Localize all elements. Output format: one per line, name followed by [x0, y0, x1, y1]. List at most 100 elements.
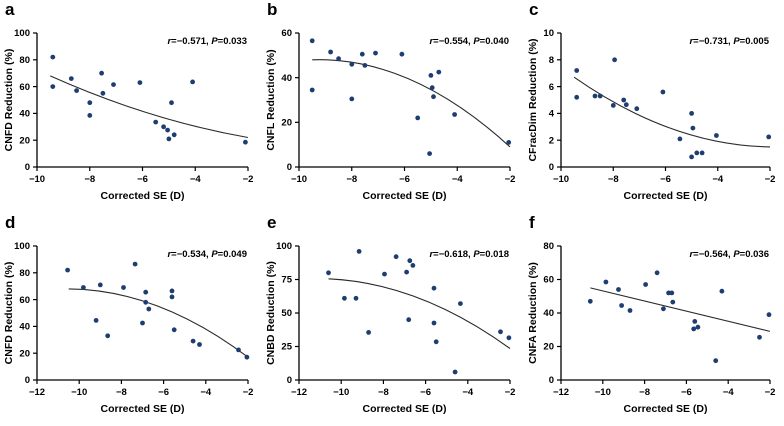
panel-label-e: e — [267, 213, 277, 232]
svg-text:40: 40 — [543, 308, 554, 319]
panel-label-a: a — [5, 0, 15, 19]
panel-e: e −12 −10 −8 −6 −4 −2 0 25 50 75 100 Corrected SE (… — [262, 213, 524, 426]
svg-text:10: 10 — [543, 28, 554, 39]
svg-text:−2: −2 — [243, 387, 254, 398]
svg-text:−10: −10 — [553, 174, 569, 185]
svg-text:−4: −4 — [200, 387, 212, 398]
svg-text:−6: −6 — [158, 387, 169, 398]
svg-text:−8: −8 — [84, 174, 95, 185]
scatter-plot-d: −12 −10 −8 −6 −4 −2 0 20 40 60 80 100 Corrected SE (… — [3, 241, 254, 415]
svg-text:0: 0 — [549, 162, 554, 173]
svg-text:50: 50 — [281, 308, 292, 319]
panel-label-c: c — [529, 0, 539, 19]
svg-text:40: 40 — [19, 109, 30, 120]
svg-text:−8: −8 — [378, 387, 389, 398]
svg-text:6: 6 — [549, 82, 554, 93]
panel-a: a −10 −8 −6 −4 −2 0 20 40 60 80 100 Corrected SE (D… — [0, 0, 262, 213]
scatter-plot-f: −12 −10 −8 −6 −4 −2 0 20 40 60 80 Corrected SE (D) C… — [527, 241, 776, 415]
svg-text:0: 0 — [25, 375, 30, 386]
svg-text:0: 0 — [25, 162, 30, 173]
svg-text:−10: −10 — [595, 387, 611, 398]
svg-text:−6: −6 — [399, 174, 410, 185]
svg-text:−8: −8 — [346, 174, 357, 185]
panel-label-b: b — [267, 0, 278, 19]
svg-text:2: 2 — [549, 135, 554, 146]
svg-text:−8: −8 — [608, 174, 619, 185]
svg-text:−10: −10 — [71, 387, 87, 398]
svg-text:CNFD Reduction (%): CNFD Reduction (%) — [3, 49, 15, 152]
svg-text:60: 60 — [19, 295, 30, 306]
svg-text:0: 0 — [549, 375, 554, 386]
svg-text:r=−0.534, P=0.049: r=−0.534, P=0.049 — [167, 249, 247, 260]
svg-text:60: 60 — [281, 28, 292, 39]
svg-text:CNFL Reduction (%): CNFL Reduction (%) — [265, 49, 277, 150]
svg-text:100: 100 — [14, 241, 30, 252]
svg-text:−4: −4 — [712, 174, 724, 185]
svg-text:−6: −6 — [137, 174, 148, 185]
svg-text:60: 60 — [543, 275, 554, 286]
svg-text:−10: −10 — [291, 174, 307, 185]
svg-text:20: 20 — [19, 348, 30, 359]
svg-text:CNBD Reduction (%): CNBD Reduction (%) — [265, 261, 277, 365]
svg-text:60: 60 — [19, 82, 30, 93]
svg-text:−2: −2 — [765, 174, 776, 185]
svg-text:20: 20 — [281, 118, 292, 129]
svg-text:20: 20 — [543, 342, 554, 353]
svg-text:CFracDim Reduction (%): CFracDim Reduction (%) — [527, 38, 539, 161]
panel-f: f −12 −10 −8 −6 −4 −2 0 20 40 60 80 Corrected SE (D… — [524, 213, 784, 426]
svg-text:r=−0.618, P=0.018: r=−0.618, P=0.018 — [429, 249, 509, 260]
svg-text:20: 20 — [19, 135, 30, 146]
panel-b: b −10 −8 −6 −4 −2 0 20 40 60 Corrected SE (D) CNFL… — [262, 0, 524, 213]
svg-text:40: 40 — [19, 322, 30, 333]
svg-text:25: 25 — [281, 342, 292, 353]
svg-text:80: 80 — [543, 241, 554, 252]
svg-text:75: 75 — [281, 275, 292, 286]
svg-text:Corrected SE (D): Corrected SE (D) — [362, 403, 446, 415]
panel-c: c −10 −8 −6 −4 −2 0 2 4 6 8 10 Corrected SE (D) CFra… — [524, 0, 784, 213]
scatter-plot-a: −10 −8 −6 −4 −2 0 20 40 60 80 100 Corrected SE (D) C… — [3, 28, 254, 202]
scatter-plot-e: −12 −10 −8 −6 −4 −2 0 25 50 75 100 Corrected SE (D)… — [265, 241, 516, 415]
panel-label-d: d — [5, 213, 16, 232]
svg-text:80: 80 — [19, 268, 30, 279]
svg-text:−2: −2 — [765, 387, 776, 398]
svg-text:CNFD Reduction (%): CNFD Reduction (%) — [3, 262, 15, 365]
svg-text:−8: −8 — [639, 387, 650, 398]
svg-text:−10: −10 — [333, 387, 349, 398]
svg-text:−12: −12 — [29, 387, 45, 398]
panel-label-f: f — [529, 213, 535, 232]
svg-text:Corrected SE (D): Corrected SE (D) — [100, 190, 184, 202]
scatter-plot-b: −10 −8 −6 −4 −2 0 20 40 60 Corrected SE (D) CNFL R… — [265, 28, 516, 202]
svg-text:100: 100 — [276, 241, 292, 252]
svg-text:Corrected SE (D): Corrected SE (D) — [623, 403, 707, 415]
svg-text:40: 40 — [281, 73, 292, 84]
svg-text:−12: −12 — [291, 387, 307, 398]
svg-text:−2: −2 — [505, 387, 516, 398]
svg-text:CNFA Reduction (%): CNFA Reduction (%) — [527, 262, 539, 364]
svg-text:−12: −12 — [553, 387, 569, 398]
svg-text:r=−0.564, P=0.036: r=−0.564, P=0.036 — [689, 249, 769, 260]
svg-text:8: 8 — [549, 55, 554, 66]
svg-text:−4: −4 — [462, 387, 474, 398]
svg-text:4: 4 — [549, 109, 555, 120]
svg-text:−6: −6 — [420, 387, 431, 398]
svg-text:−8: −8 — [116, 387, 127, 398]
panel-d: d −12 −10 −8 −6 −4 −2 0 20 40 60 80 100 Corrected SE… — [0, 213, 262, 426]
svg-text:−2: −2 — [243, 174, 254, 185]
svg-text:0: 0 — [287, 375, 292, 386]
svg-text:−4: −4 — [190, 174, 202, 185]
svg-text:Corrected SE (D): Corrected SE (D) — [623, 190, 707, 202]
scatter-plot-c: −10 −8 −6 −4 −2 0 2 4 6 8 10 Corrected SE (D) CFracD… — [527, 28, 776, 202]
svg-text:Corrected SE (D): Corrected SE (D) — [362, 190, 446, 202]
svg-text:r=−0.571, P=0.033: r=−0.571, P=0.033 — [167, 36, 247, 47]
svg-text:−4: −4 — [452, 174, 464, 185]
svg-text:−6: −6 — [660, 174, 671, 185]
svg-text:100: 100 — [14, 28, 30, 39]
svg-text:80: 80 — [19, 55, 30, 66]
svg-text:Corrected SE (D): Corrected SE (D) — [100, 403, 184, 415]
svg-text:−2: −2 — [505, 174, 516, 185]
svg-text:r=−0.554, P=0.040: r=−0.554, P=0.040 — [429, 36, 509, 47]
svg-text:r=−0.731, P=0.005: r=−0.731, P=0.005 — [689, 36, 769, 47]
svg-text:−4: −4 — [723, 387, 735, 398]
svg-text:0: 0 — [287, 162, 292, 173]
